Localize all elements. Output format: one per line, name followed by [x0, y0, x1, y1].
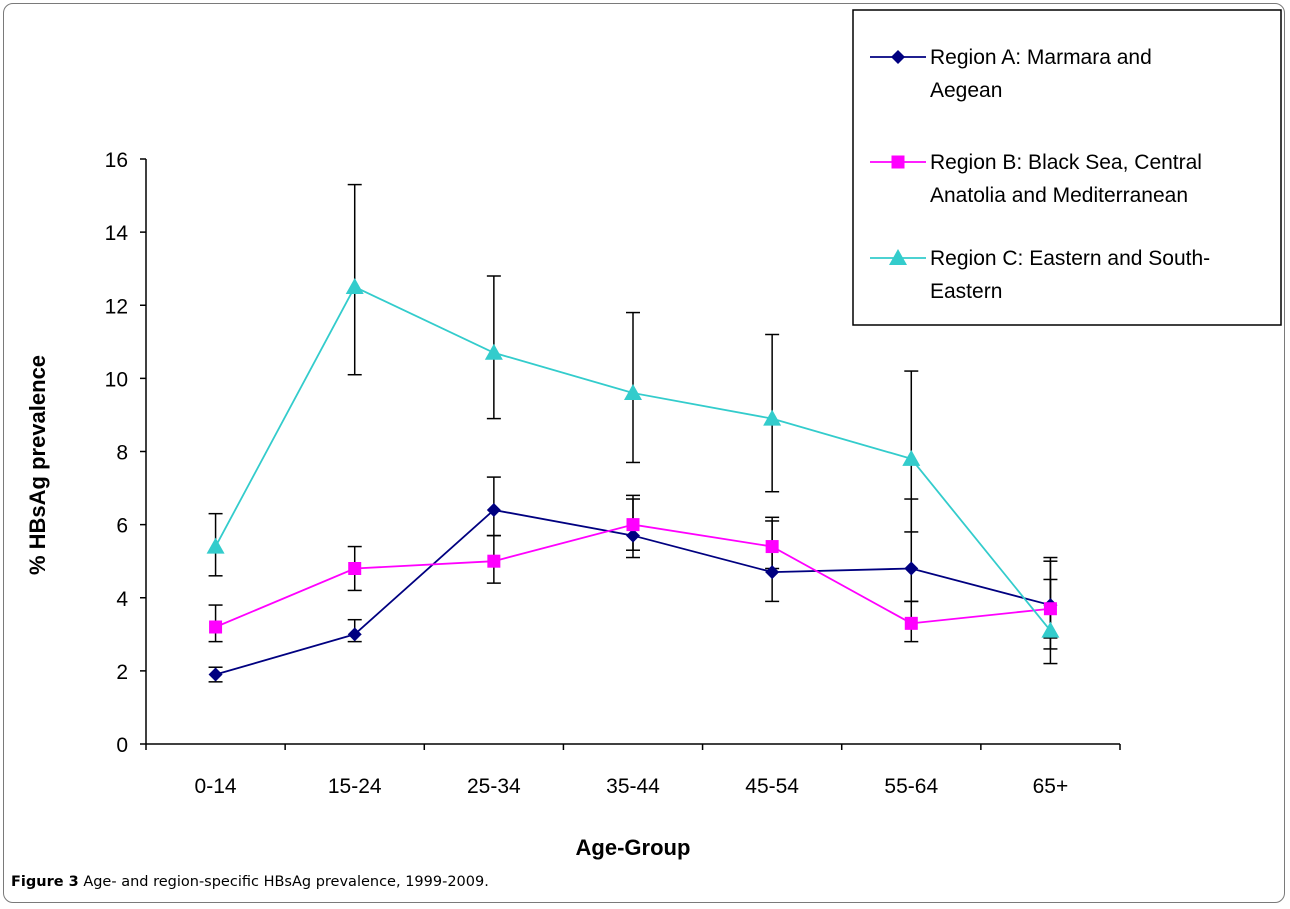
x-tick-label: 55-64 — [884, 775, 938, 798]
figure-frame — [3, 3, 1285, 903]
data-point — [902, 449, 921, 466]
series-markers — [206, 277, 1060, 682]
figure-caption: Figure 3 Age- and region-specific HBsAg … — [11, 874, 1281, 890]
y-tick-label: 14 — [105, 222, 129, 245]
x-tick-label: 65+ — [1033, 775, 1069, 798]
axes: 0 2 4 6 8 10 12 14 16 0-14 15-24 25-34 35-44 45-54 55-… — [105, 149, 1121, 798]
y-tick-label: 12 — [105, 295, 128, 318]
legend-swatch-marker — [889, 249, 907, 265]
x-tick-label: 35-44 — [606, 775, 660, 798]
data-point — [624, 384, 642, 400]
data-point — [1043, 602, 1057, 616]
x-tick-label: 15-24 — [328, 775, 382, 798]
legend-label: Aegean — [930, 79, 1002, 102]
data-point — [206, 537, 225, 554]
x-axis-title: Age-Group — [576, 835, 691, 860]
caption-period: . — [484, 874, 489, 890]
x-tick-label: 45-54 — [745, 775, 799, 798]
legend-box — [852, 9, 1282, 326]
data-point — [904, 561, 919, 576]
data-point — [348, 562, 362, 575]
data-point — [763, 409, 782, 426]
legend-swatch-marker — [891, 155, 905, 169]
legend: Region A: Marmara and Aegean Region B: Bla… — [852, 9, 1282, 326]
legend-label: Anatolia and Mediterranean — [930, 184, 1188, 207]
data-point — [347, 627, 362, 642]
y-tick-label: 10 — [105, 368, 128, 391]
caption-text: Age- and region-specific HBsAg prevalenc… — [83, 874, 485, 890]
data-point — [765, 540, 779, 554]
y-tick-label: 2 — [116, 661, 128, 684]
y-tick-label: 4 — [116, 588, 128, 611]
legend-label: Region A: Marmara and — [930, 46, 1152, 69]
y-tick-label: 8 — [116, 442, 128, 465]
data-point — [1041, 621, 1060, 638]
x-tick-label: 0-14 — [195, 775, 237, 798]
data-point — [904, 616, 918, 630]
data-point — [626, 528, 640, 543]
data-point — [765, 565, 780, 580]
y-tick-label: 0 — [116, 734, 128, 757]
legend-label: Region C: Eastern and South- — [930, 247, 1210, 270]
data-point — [486, 503, 501, 517]
data-point — [209, 620, 223, 634]
data-point — [484, 343, 503, 360]
legend-label: Region B: Black Sea, Central — [930, 151, 1202, 174]
data-point — [345, 277, 364, 294]
data-point — [208, 667, 223, 682]
legend-label: Eastern — [930, 280, 1002, 303]
y-tick-label: 6 — [116, 515, 128, 538]
data-point — [487, 554, 501, 568]
data-point — [626, 518, 640, 532]
figure-label: Figure 3 — [11, 874, 79, 890]
x-tick-label: 25-34 — [467, 775, 521, 798]
legend-swatch-marker — [891, 50, 905, 64]
y-tick-label: 16 — [105, 149, 128, 172]
y-axis-title: % HBsAg prevalence — [25, 355, 50, 575]
